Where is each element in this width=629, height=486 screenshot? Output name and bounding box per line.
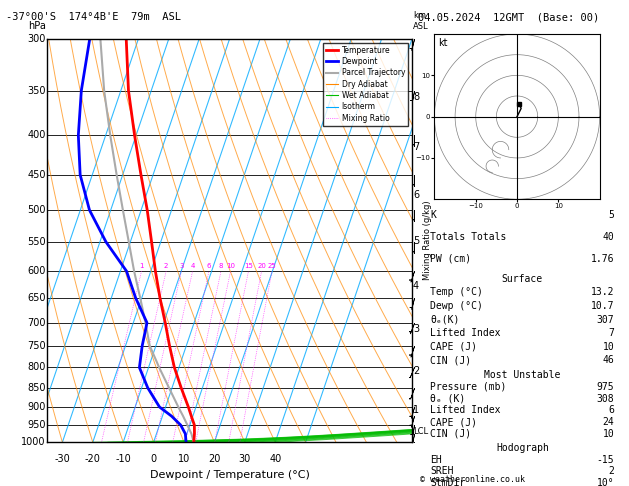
Text: 308: 308: [597, 394, 615, 404]
Text: 5: 5: [413, 236, 419, 246]
Text: 10: 10: [603, 342, 615, 352]
Text: 40: 40: [603, 232, 615, 242]
Text: 10: 10: [603, 429, 615, 439]
Text: 800: 800: [27, 363, 46, 372]
Text: 8: 8: [413, 92, 419, 102]
Text: 2: 2: [608, 467, 615, 476]
Text: © weatheronline.co.uk: © weatheronline.co.uk: [420, 474, 525, 484]
Text: 5: 5: [608, 210, 615, 220]
Text: hPa: hPa: [28, 21, 46, 31]
Text: PW (cm): PW (cm): [430, 254, 472, 264]
Text: 15: 15: [244, 263, 253, 269]
Text: 04.05.2024  12GMT  (Base: 00): 04.05.2024 12GMT (Base: 00): [418, 12, 599, 22]
Text: 6: 6: [207, 263, 211, 269]
Text: 25: 25: [268, 263, 276, 269]
Text: 20: 20: [208, 454, 221, 464]
Text: kt: kt: [438, 38, 448, 48]
Text: SREH: SREH: [430, 467, 454, 476]
Text: Lifted Index: Lifted Index: [430, 328, 501, 338]
Text: 1.76: 1.76: [591, 254, 615, 264]
Text: 600: 600: [27, 266, 46, 276]
Text: CIN (J): CIN (J): [430, 429, 472, 439]
Text: 6: 6: [413, 190, 419, 200]
Text: EH: EH: [430, 455, 442, 465]
Text: -10: -10: [115, 454, 131, 464]
Text: -20: -20: [85, 454, 101, 464]
Text: km
ASL: km ASL: [413, 11, 428, 31]
Text: 500: 500: [27, 205, 46, 215]
Text: 4: 4: [191, 263, 195, 269]
Text: Dewpoint / Temperature (°C): Dewpoint / Temperature (°C): [150, 470, 309, 481]
Text: 7: 7: [608, 328, 615, 338]
Text: 0: 0: [150, 454, 157, 464]
Text: 550: 550: [27, 237, 46, 247]
Text: θₑ (K): θₑ (K): [430, 394, 465, 404]
Text: CAPE (J): CAPE (J): [430, 417, 477, 427]
Text: Dewp (°C): Dewp (°C): [430, 301, 483, 311]
Text: LCL: LCL: [413, 427, 428, 436]
Text: 1000: 1000: [21, 437, 46, 447]
Text: 450: 450: [27, 170, 46, 180]
Text: -37°00'S  174°4B'E  79m  ASL: -37°00'S 174°4B'E 79m ASL: [6, 12, 181, 22]
Text: Surface: Surface: [502, 274, 543, 284]
Text: Totals Totals: Totals Totals: [430, 232, 507, 242]
Text: 24: 24: [603, 417, 615, 427]
Legend: Temperature, Dewpoint, Parcel Trajectory, Dry Adiabat, Wet Adiabat, Isotherm, Mi: Temperature, Dewpoint, Parcel Trajectory…: [323, 43, 408, 125]
Text: 3: 3: [413, 324, 419, 334]
Text: 7: 7: [413, 142, 419, 152]
Text: θₑ(K): θₑ(K): [430, 314, 460, 325]
Text: Temp (°C): Temp (°C): [430, 287, 483, 297]
Text: 1: 1: [139, 263, 144, 269]
Text: 400: 400: [27, 130, 46, 140]
Text: StmDir: StmDir: [430, 478, 465, 486]
Text: Mixing Ratio (g/kg): Mixing Ratio (g/kg): [423, 201, 431, 280]
Text: 650: 650: [27, 293, 46, 303]
Text: 13.2: 13.2: [591, 287, 615, 297]
Text: 10: 10: [178, 454, 190, 464]
Text: 46: 46: [603, 355, 615, 365]
Text: 975: 975: [597, 382, 615, 392]
Text: 10.7: 10.7: [591, 301, 615, 311]
Text: Lifted Index: Lifted Index: [430, 405, 501, 416]
Text: Most Unstable: Most Unstable: [484, 370, 560, 380]
Text: 20: 20: [257, 263, 266, 269]
Text: 300: 300: [27, 34, 46, 44]
Text: -15: -15: [597, 455, 615, 465]
Text: 850: 850: [27, 383, 46, 393]
Text: 6: 6: [608, 405, 615, 416]
Text: 10°: 10°: [597, 478, 615, 486]
Text: CIN (J): CIN (J): [430, 355, 472, 365]
Text: 30: 30: [238, 454, 251, 464]
Text: 40: 40: [269, 454, 281, 464]
Text: 1: 1: [413, 404, 419, 415]
Text: 4: 4: [413, 281, 419, 292]
Text: 3: 3: [179, 263, 184, 269]
Text: 750: 750: [27, 341, 46, 351]
Text: Hodograph: Hodograph: [496, 443, 549, 453]
Text: 10: 10: [226, 263, 235, 269]
Text: 307: 307: [597, 314, 615, 325]
Text: Pressure (mb): Pressure (mb): [430, 382, 507, 392]
Text: 950: 950: [27, 420, 46, 430]
Text: 2: 2: [164, 263, 169, 269]
Text: 350: 350: [27, 86, 46, 96]
Text: -30: -30: [55, 454, 70, 464]
Text: 2: 2: [413, 366, 419, 376]
Text: K: K: [430, 210, 437, 220]
Text: 700: 700: [27, 318, 46, 328]
Text: 900: 900: [27, 402, 46, 412]
Text: 8: 8: [219, 263, 223, 269]
Text: CAPE (J): CAPE (J): [430, 342, 477, 352]
